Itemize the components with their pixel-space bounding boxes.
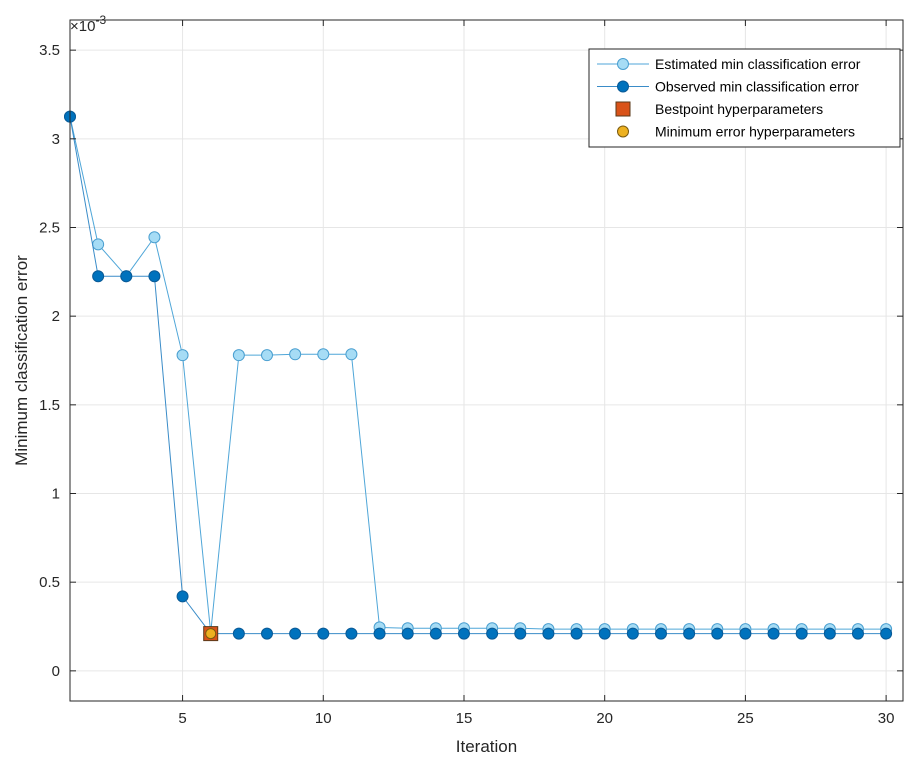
minimum-error-marker — [205, 628, 217, 640]
y-axis-ticks: 0 0.5 1 1.5 2 2.5 3 3.5 — [39, 42, 903, 680]
data-point — [457, 627, 470, 640]
data-point — [880, 627, 893, 640]
data-point — [289, 627, 302, 640]
data-point — [317, 627, 330, 640]
y-tick-label: 1.5 — [39, 397, 60, 414]
x-tick-label: 15 — [456, 710, 473, 727]
y-axis-label: Minimum classification error — [12, 255, 31, 466]
legend-marker — [617, 125, 629, 138]
data-point — [120, 270, 133, 283]
data-point — [429, 627, 442, 640]
legend-label: Estimated min classification error — [655, 56, 861, 72]
data-point — [767, 627, 780, 640]
legend-label: Minimum error hyperparameters — [655, 124, 855, 140]
y-tick-label: 0.5 — [39, 574, 60, 591]
legend-entry: Observed min classification error — [597, 79, 859, 95]
legend-marker — [615, 101, 631, 117]
data-point — [823, 627, 836, 640]
data-point — [683, 627, 696, 640]
data-point — [598, 627, 611, 640]
legend-box — [588, 48, 901, 148]
data-point — [401, 627, 414, 640]
data-point — [486, 627, 499, 640]
data-point — [345, 348, 358, 361]
data-point — [176, 590, 189, 603]
data-point — [176, 349, 189, 362]
legend-entry: Bestpoint hyperparameters — [615, 101, 823, 117]
data-point — [626, 627, 639, 640]
y-tick-label: 0 — [52, 663, 60, 680]
legend-items: Estimated min classification error Observ… — [597, 56, 861, 140]
data-point — [795, 627, 808, 640]
legend-marker — [617, 58, 629, 70]
y-tick-label: 1 — [52, 486, 60, 503]
legend-label: Bestpoint hyperparameters — [655, 101, 823, 117]
y-axis-exponent: ×10-3 — [70, 13, 106, 35]
x-axis-label: Iteration — [456, 737, 517, 756]
y-tick-label: 3 — [52, 131, 60, 148]
data-point — [289, 348, 302, 361]
data-point — [260, 349, 273, 362]
legend-entry: Estimated min classification error — [597, 56, 861, 72]
data-point — [851, 627, 864, 640]
x-tick-label: 30 — [878, 710, 895, 727]
y-tick-label: 2.5 — [39, 219, 60, 236]
data-point — [232, 627, 245, 640]
legend-label: Observed min classification error — [655, 79, 859, 95]
data-point — [514, 627, 527, 640]
data-point — [654, 627, 667, 640]
data-point — [373, 627, 386, 640]
data-point — [345, 627, 358, 640]
data-point — [92, 270, 105, 283]
legend-marker — [617, 80, 629, 93]
x-tick-label: 10 — [315, 710, 332, 727]
y-tick-label: 2 — [52, 308, 60, 325]
legend: Estimated min classification error Observ… — [588, 48, 901, 148]
x-axis-ticks: 5 10 15 20 25 30 — [178, 20, 894, 727]
data-point — [92, 238, 105, 251]
data-point — [739, 627, 752, 640]
series-observed — [64, 110, 893, 640]
data-point — [317, 348, 330, 361]
axes-box — [69, 19, 904, 702]
y-tick-label: 3.5 — [39, 42, 60, 59]
data-point — [570, 627, 583, 640]
data-point — [232, 349, 245, 362]
special-points-layer — [203, 626, 219, 642]
data-point — [260, 627, 273, 640]
x-tick-label: 5 — [178, 710, 186, 727]
data-point — [711, 627, 724, 640]
series-layer — [64, 110, 893, 640]
data-point — [148, 231, 161, 244]
y-axis-exponent-power: -3 — [95, 13, 106, 27]
x-tick-label: 20 — [596, 710, 613, 727]
data-point — [542, 627, 555, 640]
x-tick-label: 25 — [737, 710, 754, 727]
legend-entry: Minimum error hyperparameters — [617, 124, 855, 140]
data-point — [148, 270, 161, 283]
